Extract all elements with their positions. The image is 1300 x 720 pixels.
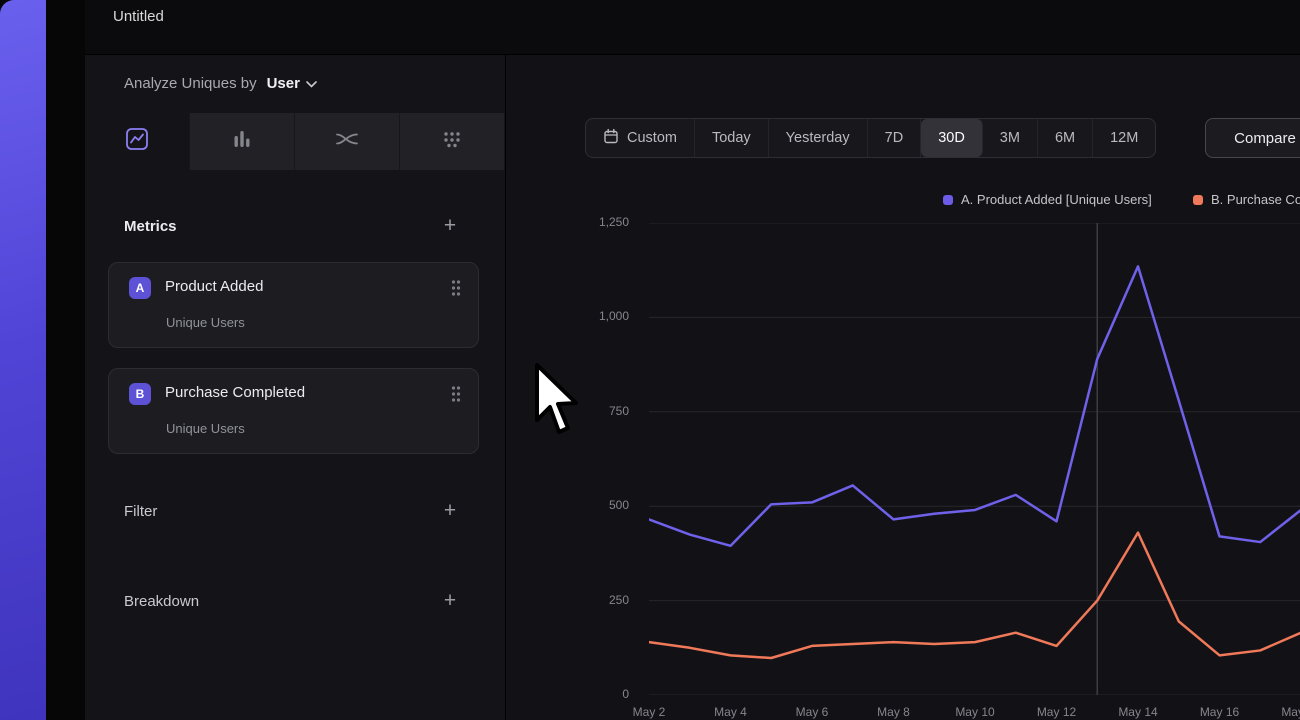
left-nav-strip[interactable] (0, 0, 46, 720)
y-tick-label: 0 (569, 687, 629, 701)
report-title[interactable]: Untitled (113, 8, 164, 25)
chart-legend: A. Product Added [Unique Users] B. Purcha… (506, 192, 1300, 208)
series-line-b (649, 533, 1300, 658)
left-nav-gutter (46, 0, 85, 720)
chart-plot[interactable] (649, 223, 1300, 695)
range-button-7d[interactable]: 7D (868, 119, 922, 157)
legend-swatch (1193, 195, 1203, 205)
legend-item-a[interactable]: A. Product Added [Unique Users] (943, 192, 1152, 207)
chart-svg (649, 223, 1300, 695)
metric-badge-b: B (129, 383, 151, 405)
x-tick-label: May 6 (782, 705, 842, 719)
metric-name: Product Added (165, 278, 263, 295)
breakdown-section-title: Breakdown (124, 593, 199, 610)
range-button-yesterday[interactable]: Yesterday (769, 119, 868, 157)
analyze-by-value[interactable]: User (267, 75, 300, 92)
chart-type-tabs (85, 113, 505, 170)
range-button-12m[interactable]: 12M (1093, 119, 1155, 157)
y-axis-labels: 02505007501,0001,250 (569, 223, 629, 695)
chevron-down-icon (306, 75, 317, 92)
line-chart-icon (125, 127, 149, 156)
y-tick-label: 250 (569, 593, 629, 607)
app-window: Untitled Analyze Uniques by User (0, 0, 1300, 720)
x-tick-label: May 2 (619, 705, 679, 719)
tab-scatter-chart[interactable] (400, 113, 505, 170)
y-tick-label: 500 (569, 498, 629, 512)
y-tick-label: 1,250 (569, 215, 629, 229)
legend-label: B. Purchase Completed [Unique Users] (1211, 192, 1300, 207)
top-bar: Untitled (85, 0, 1300, 55)
bar-chart-icon (230, 127, 254, 156)
metric-measurement[interactable]: Unique Users (166, 421, 245, 436)
range-button-6m[interactable]: 6M (1038, 119, 1093, 157)
x-tick-label: May 12 (1027, 705, 1087, 719)
add-metric-button[interactable]: + (439, 216, 461, 238)
date-range-toolbar: Custom TodayYesterday7D30D3M6M12M (585, 118, 1156, 158)
range-custom-label: Custom (627, 130, 677, 146)
range-button-3m[interactable]: 3M (983, 119, 1038, 157)
metric-options-icon[interactable] (450, 279, 462, 297)
filter-section-title: Filter (124, 503, 157, 520)
metric-card-b[interactable]: B Purchase Completed Unique Users (108, 368, 479, 454)
analyze-by-control[interactable]: Analyze Uniques by User (124, 75, 317, 92)
range-button-custom[interactable]: Custom (586, 119, 695, 157)
x-axis-labels: May 2May 4May 6May 8May 10May 12May 14Ma… (649, 705, 1300, 720)
metric-card-a[interactable]: A Product Added Unique Users (108, 262, 479, 348)
x-tick-label: May 18 (1271, 705, 1300, 719)
add-breakdown-button[interactable]: + (439, 591, 461, 613)
metric-options-icon[interactable] (450, 385, 462, 403)
metric-badge-a: A (129, 277, 151, 299)
tab-bar-chart[interactable] (190, 113, 295, 170)
add-filter-button[interactable]: + (439, 501, 461, 523)
range-button-today[interactable]: Today (695, 119, 769, 157)
analyze-by-label: Analyze Uniques by (124, 75, 257, 92)
flow-chart-icon (334, 127, 360, 156)
x-tick-label: May 8 (864, 705, 924, 719)
scatter-dots-icon (440, 127, 464, 156)
y-tick-label: 750 (569, 404, 629, 418)
y-tick-label: 1,000 (569, 309, 629, 323)
series-line-a (649, 266, 1300, 545)
x-tick-label: May 4 (701, 705, 761, 719)
range-group: Custom TodayYesterday7D30D3M6M12M (585, 118, 1156, 158)
legend-label: A. Product Added [Unique Users] (961, 192, 1152, 207)
query-panel: Analyze Uniques by User (85, 55, 505, 720)
x-tick-label: May 10 (945, 705, 1005, 719)
x-tick-label: May 14 (1108, 705, 1168, 719)
compare-button[interactable]: Compare (1205, 118, 1300, 158)
tab-line-chart[interactable] (85, 113, 190, 170)
metric-name: Purchase Completed (165, 384, 305, 401)
calendar-icon (603, 128, 619, 148)
metric-measurement[interactable]: Unique Users (166, 315, 245, 330)
tab-flow-chart[interactable] (295, 113, 400, 170)
metrics-section-title: Metrics (124, 218, 177, 235)
legend-item-b[interactable]: B. Purchase Completed [Unique Users] (1193, 192, 1300, 207)
x-tick-label: May 16 (1190, 705, 1250, 719)
chart-panel: Custom TodayYesterday7D30D3M6M12M Compar… (505, 55, 1300, 720)
legend-swatch (943, 195, 953, 205)
range-button-30d[interactable]: 30D (921, 119, 983, 157)
